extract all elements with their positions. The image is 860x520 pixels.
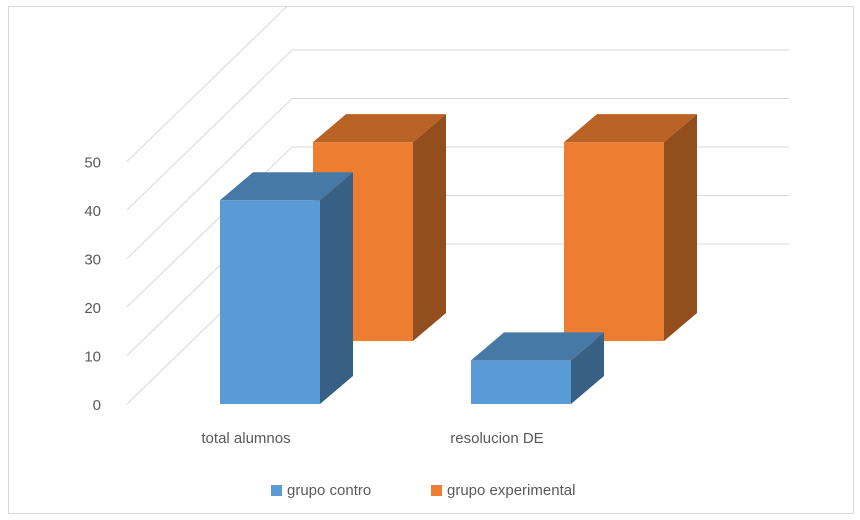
gridline-diagonal (126, 49, 293, 211)
y-tick-label: 30 (84, 252, 101, 269)
legend-label-grupo-experimental: grupo experimental (447, 482, 575, 499)
x-category-label: total alumnos (201, 430, 290, 447)
y-tick-label: 40 (84, 203, 101, 220)
chart-area: 0 10 20 30 40 50 total alumnos resolucion DE gru… (8, 1, 854, 514)
bar-grupo-contro (471, 360, 571, 404)
y-tick-label: 20 (84, 300, 101, 317)
gridline-diagonal (126, 1, 293, 162)
y-tick-label: 0 (93, 397, 101, 414)
bar-side-grupo-experimental (664, 114, 697, 342)
bar-side-grupo-contro (320, 172, 353, 404)
bar-top-grupo-experimental (313, 114, 446, 143)
bar-top-grupo-contro (220, 172, 353, 201)
bar-grupo-experimental (564, 142, 664, 341)
legend-swatch-grupo-experimental (431, 485, 442, 496)
legend-label-grupo-contro: grupo contro (287, 482, 371, 499)
bar-top-grupo-experimental (564, 114, 697, 143)
x-category-label: resolucion DE (450, 430, 543, 447)
y-tick-label: 10 (84, 349, 101, 366)
bar-side-grupo-experimental (413, 114, 446, 342)
gridline-diagonal (126, 98, 293, 259)
legend-swatch-grupo-contro (271, 485, 282, 496)
bar-grupo-contro (220, 200, 320, 404)
bar-top-grupo-contro (471, 332, 604, 361)
bar-side-grupo-contro (571, 332, 604, 404)
chart-plot: 0 10 20 30 40 50 total alumnos resolucion DE gru… (84, 1, 789, 499)
y-tick-label: 50 (84, 155, 101, 172)
